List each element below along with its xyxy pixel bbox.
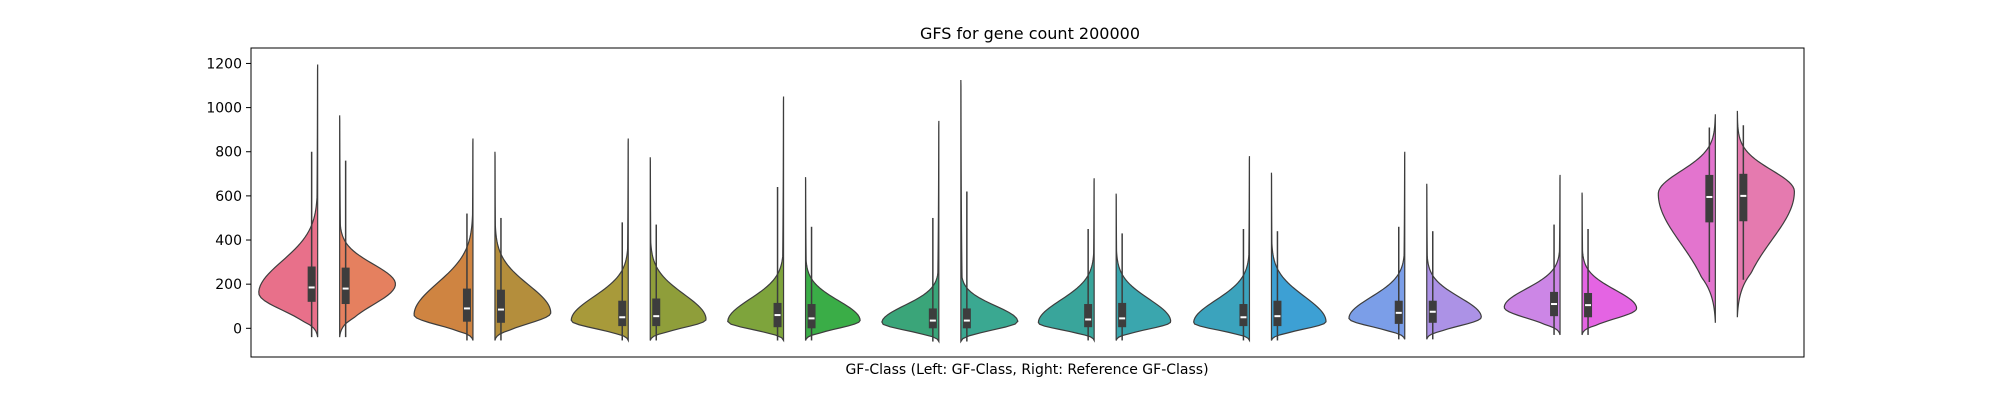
violin-group-9 <box>1503 174 1638 336</box>
box-left <box>928 217 937 342</box>
box-left <box>1394 226 1403 340</box>
y-tick-label: 1000 <box>206 101 242 117</box>
iqr-box <box>928 308 937 329</box>
violin-group-10 <box>1657 110 1795 323</box>
iqr-box <box>341 267 350 305</box>
x-axis-label: GF-Class (Left: GF-Class, Right: Referen… <box>845 362 1208 378</box>
box-right <box>652 224 661 341</box>
box-right <box>1273 231 1282 341</box>
box-right <box>1118 233 1127 341</box>
box-right <box>496 217 505 341</box>
violin-left <box>1193 156 1251 343</box>
violin-right <box>804 177 861 341</box>
y-axis: 0 200 400 600 800 1000 1200 <box>206 56 251 337</box>
box-left <box>1084 228 1093 341</box>
box-left <box>773 187 782 341</box>
box-left <box>1239 228 1248 341</box>
y-tick-label: 1200 <box>206 56 242 72</box>
iqr-box <box>652 298 661 327</box>
plot-frame <box>250 47 1805 358</box>
violin-group-4 <box>727 96 861 343</box>
violin-right <box>1426 183 1482 340</box>
violin-left <box>1503 174 1561 336</box>
violin-left <box>1037 178 1095 343</box>
violin-group-3 <box>570 138 707 343</box>
violin-group-1 <box>258 64 396 338</box>
violin-right <box>1270 172 1327 341</box>
violin-group-5 <box>881 79 1019 344</box>
iqr-box <box>462 288 471 322</box>
violin-group-6 <box>1037 178 1172 343</box>
violin-left <box>570 138 629 343</box>
violin-group-8 <box>1348 151 1482 340</box>
y-tick-label: 0 <box>233 321 242 337</box>
violin-right <box>1736 110 1795 318</box>
violin-right <box>339 115 396 338</box>
violin-right <box>1581 192 1638 336</box>
y-tick-label: 200 <box>215 277 242 293</box>
iqr-box <box>1739 173 1748 222</box>
violins-layer <box>258 64 1795 344</box>
iqr-box <box>1084 304 1093 328</box>
iqr-box <box>1118 302 1127 328</box>
box-right <box>807 226 816 341</box>
box-right <box>341 160 350 338</box>
violin-right <box>649 157 707 341</box>
y-tick-label: 800 <box>215 145 242 161</box>
violin-group-2 <box>413 138 552 341</box>
box-right <box>1428 231 1437 340</box>
iqr-box <box>1239 304 1248 327</box>
box-left <box>307 151 316 338</box>
violin-right <box>1115 193 1172 341</box>
violin-left <box>258 64 319 338</box>
violin-group-7 <box>1193 156 1327 343</box>
y-tick-label: 600 <box>215 189 242 205</box>
iqr-box <box>1705 174 1714 223</box>
y-tick-label: 400 <box>215 233 242 249</box>
violin-right <box>960 79 1019 344</box>
box-right <box>1584 228 1593 335</box>
iqr-box <box>807 304 816 329</box>
chart-title: GFS for gene count 200000 <box>920 24 1140 43</box>
iqr-box <box>962 308 971 329</box>
box-right <box>1739 125 1748 280</box>
iqr-box <box>1273 300 1282 327</box>
violin-left <box>881 120 940 344</box>
box-left <box>618 222 627 341</box>
iqr-box <box>618 300 627 327</box>
box-right <box>962 191 971 342</box>
box-left <box>1550 224 1559 335</box>
iqr-box <box>496 289 505 323</box>
box-left <box>1705 127 1714 282</box>
iqr-box <box>307 266 316 302</box>
violin-left <box>413 138 474 341</box>
violin-right <box>494 151 552 341</box>
box-left <box>462 213 471 341</box>
violin-left <box>1348 151 1406 340</box>
